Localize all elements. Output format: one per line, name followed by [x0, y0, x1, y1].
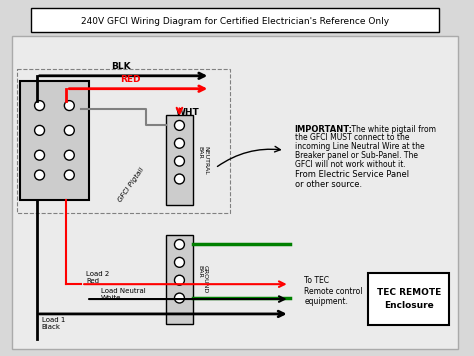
- Text: GFCI will not work without it.: GFCI will not work without it.: [294, 160, 405, 169]
- Circle shape: [64, 125, 74, 135]
- Text: TEC REMOTE
Enclosure: TEC REMOTE Enclosure: [376, 288, 441, 310]
- Text: NEUTRAL
BAR: NEUTRAL BAR: [197, 146, 208, 174]
- Circle shape: [35, 101, 45, 110]
- Text: Load 2
Red: Load 2 Red: [86, 271, 109, 284]
- Circle shape: [174, 275, 184, 285]
- Bar: [20, 81, 89, 200]
- Circle shape: [174, 240, 184, 250]
- Text: Load Neutral
White: Load Neutral White: [101, 288, 146, 300]
- Circle shape: [64, 101, 74, 110]
- Text: From Electric Service Panel
or other source.: From Electric Service Panel or other sou…: [294, 170, 409, 189]
- Text: Breaker panel or Sub-Panel. The: Breaker panel or Sub-Panel. The: [294, 151, 418, 160]
- Circle shape: [174, 138, 184, 148]
- FancyBboxPatch shape: [31, 8, 439, 32]
- Circle shape: [64, 170, 74, 180]
- Text: The white pigtail from: The white pigtail from: [349, 125, 436, 135]
- Text: GROUND
BAR: GROUND BAR: [197, 265, 208, 293]
- Text: RED: RED: [120, 75, 141, 84]
- Text: IMPORTANT:: IMPORTANT:: [294, 125, 353, 135]
- Circle shape: [35, 170, 45, 180]
- Circle shape: [64, 150, 74, 160]
- Bar: [165, 235, 193, 324]
- Circle shape: [174, 257, 184, 267]
- Text: BLK: BLK: [111, 62, 131, 71]
- Circle shape: [174, 120, 184, 130]
- FancyBboxPatch shape: [368, 273, 449, 325]
- Text: WHT: WHT: [175, 108, 199, 117]
- Text: 240V GFCI Wiring Diagram for Certified Electrician's Reference Only: 240V GFCI Wiring Diagram for Certified E…: [81, 17, 389, 26]
- Bar: [12, 36, 458, 349]
- Circle shape: [174, 293, 184, 303]
- Bar: [17, 69, 230, 213]
- Circle shape: [174, 156, 184, 166]
- Text: the GFCI MUST connect to the: the GFCI MUST connect to the: [294, 134, 409, 142]
- Text: To TEC
Remote control
equipment.: To TEC Remote control equipment.: [304, 276, 363, 306]
- Bar: [165, 115, 193, 205]
- Circle shape: [35, 150, 45, 160]
- Text: Load 1
Black: Load 1 Black: [42, 317, 65, 330]
- Text: incoming Line Neutral Wire at the: incoming Line Neutral Wire at the: [294, 142, 424, 151]
- Circle shape: [174, 174, 184, 184]
- Circle shape: [35, 125, 45, 135]
- Text: GFCI Pigtail: GFCI Pigtail: [117, 167, 145, 203]
